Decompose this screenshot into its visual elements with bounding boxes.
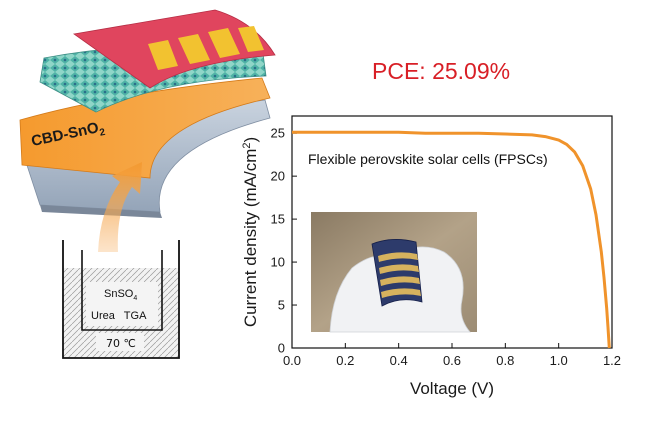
device-stack-schematic: CBD-SnO2: [19, 9, 276, 218]
outer-beaker: [62, 240, 180, 359]
inset-label: Flexible perovskite solar cells (FPSCs): [308, 151, 548, 167]
bath-temperature: 70 ℃: [106, 337, 136, 350]
y-tick-label: 25: [271, 126, 285, 141]
jv-chart: 0.0 0.2 0.4 0.6 0.8 1.0 1.2 0 5 10 15 20 25 Flexibl…: [241, 115, 621, 398]
y-axis-tick-labels: 0 5 10 15 20 25: [271, 126, 285, 356]
bath-compound: SnSO4: [104, 288, 137, 302]
electrode-stripes: [148, 26, 264, 70]
x-tick-label: 0.8: [496, 353, 514, 368]
jv-curve-series: [292, 130, 611, 349]
bath-reagents: Urea TGA: [91, 310, 147, 322]
deposition-arrow-icon: [98, 162, 142, 252]
chemical-bath-diagram: SnSO4 Urea TGA 70 ℃: [62, 240, 180, 359]
inner-beaker: [81, 250, 163, 331]
x-tick-label: 1.0: [550, 353, 568, 368]
y-tick-label: 10: [271, 255, 285, 270]
y-tick-label: 15: [271, 212, 285, 227]
x-tick-label: 0.4: [390, 353, 408, 368]
x-tick-label: 0.6: [443, 353, 461, 368]
inset-photo: [311, 212, 477, 333]
x-axis-tick-labels: 0.0 0.2 0.4 0.6 0.8 1.0 1.2: [283, 353, 621, 368]
x-tick-label: 0.0: [283, 353, 301, 368]
snO2-label-subscript: 2: [99, 127, 107, 139]
y-tick-label: 0: [278, 341, 285, 356]
y-axis-ticks: [292, 132, 297, 349]
pce-headline: PCE: 25.09%: [372, 58, 511, 84]
y-tick-label: 5: [278, 298, 285, 313]
x-tick-label: 1.2: [603, 353, 621, 368]
x-axis-label: Voltage (V): [410, 379, 494, 398]
device-photo-electrodes: [378, 252, 421, 298]
x-axis-ticks: [291, 343, 613, 348]
y-tick-label: 20: [271, 169, 285, 184]
x-tick-label: 0.2: [336, 353, 354, 368]
substrate-bottom-edge: [40, 205, 162, 218]
y-axis-label: Current density (mA/cm2): [241, 137, 260, 327]
